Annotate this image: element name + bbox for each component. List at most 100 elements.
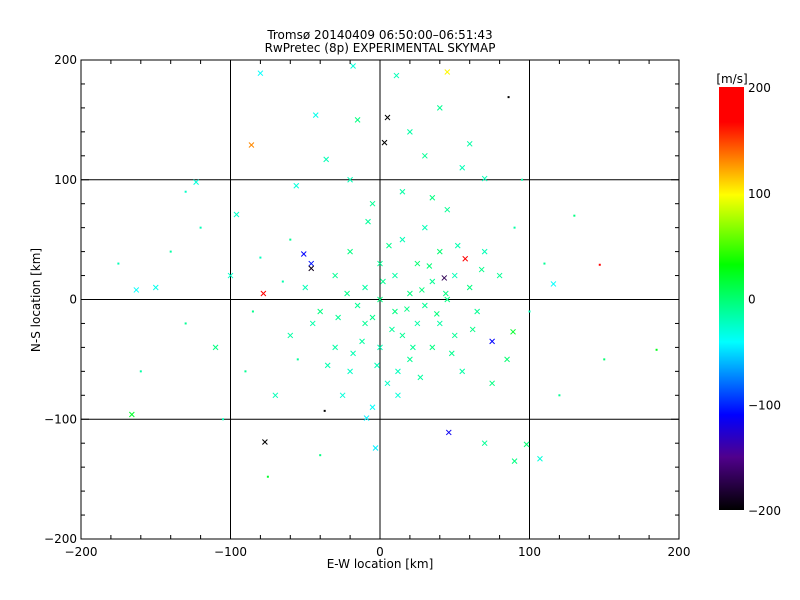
cross-stroke — [504, 356, 510, 363]
y-tick-label: 200 — [54, 53, 77, 67]
cross-stroke — [469, 326, 476, 333]
cross-stroke — [407, 356, 413, 363]
y-tick-label: 0 — [69, 293, 77, 307]
cross-stroke — [451, 332, 458, 339]
y-tick-label: −200 — [44, 532, 77, 546]
data-point-dot — [244, 370, 247, 373]
data-point-cross — [377, 344, 383, 351]
data-point-cross — [429, 278, 436, 285]
chart-subtitle: RwPretec (8p) EXPERIMENTAL SKYMAP — [265, 41, 496, 55]
data-point-dot — [573, 214, 576, 217]
x-axis-label: E-W location [km] — [327, 557, 434, 571]
data-point-dot — [558, 394, 561, 397]
data-point-dot — [184, 190, 187, 193]
cross-stroke — [332, 344, 339, 351]
data-point-cross — [429, 194, 436, 201]
data-point-cross — [260, 290, 267, 297]
data-point-cross — [407, 128, 413, 135]
cross-stroke — [317, 308, 324, 315]
cross-stroke — [227, 272, 234, 279]
data-point-cross — [421, 302, 428, 309]
cross-stroke — [459, 368, 466, 375]
data-point-dot — [323, 409, 326, 412]
data-point-cross — [233, 211, 240, 218]
data-point-cross — [287, 332, 294, 339]
y-tick-label: 100 — [54, 173, 77, 187]
data-point-cross — [448, 350, 455, 357]
data-point-cross — [365, 218, 371, 225]
data-point-cross — [359, 338, 365, 345]
x-tick-label: −200 — [65, 545, 98, 559]
cross-stroke — [386, 242, 392, 249]
colorbar — [719, 87, 744, 510]
cross-stroke — [350, 350, 356, 357]
data-point-dot — [598, 263, 601, 266]
data-point-cross — [417, 374, 424, 381]
data-point-cross — [362, 284, 368, 291]
cross-stroke — [272, 392, 279, 399]
cross-stroke — [421, 302, 428, 309]
data-point-dot — [507, 96, 510, 99]
data-point-dot — [222, 418, 225, 421]
cross-stroke — [523, 441, 530, 448]
data-point-cross — [444, 296, 451, 303]
data-point-cross — [347, 248, 353, 255]
data-point-cross — [350, 63, 356, 69]
data-point-cross — [407, 356, 413, 363]
data-point-cross — [384, 380, 391, 387]
cross-stroke — [474, 308, 481, 315]
data-point-cross — [386, 242, 392, 249]
y-axis-label: N-S location [km] — [29, 248, 43, 352]
cross-stroke — [399, 236, 406, 243]
data-point-cross — [426, 263, 433, 269]
data-point-dot — [169, 250, 172, 253]
cross-stroke — [442, 290, 449, 297]
data-point-dot — [296, 358, 299, 361]
data-point-cross — [444, 69, 451, 75]
data-point-dot — [603, 358, 606, 361]
cross-stroke — [354, 117, 361, 123]
cross-stroke — [436, 248, 443, 255]
data-point-cross — [523, 441, 530, 448]
data-point-cross — [474, 308, 481, 315]
cross-stroke — [421, 152, 428, 159]
data-point-dot — [513, 226, 516, 229]
cross-stroke — [448, 350, 455, 357]
cross-stroke — [462, 255, 469, 262]
data-point-cross — [354, 302, 361, 309]
cross-stroke — [414, 260, 421, 267]
data-point-cross — [433, 311, 440, 317]
data-point-cross — [227, 272, 234, 279]
cross-stroke — [399, 188, 406, 195]
data-point-cross — [152, 284, 159, 291]
data-point-cross — [339, 392, 346, 399]
cross-stroke — [309, 320, 316, 327]
data-point-cross — [451, 272, 458, 279]
cross-stroke — [377, 296, 383, 303]
cross-stroke — [133, 287, 140, 293]
data-point-cross — [399, 188, 406, 195]
cross-stroke — [441, 275, 448, 281]
cross-stroke — [354, 302, 361, 309]
data-point-cross — [257, 70, 264, 77]
cross-stroke — [193, 179, 199, 185]
cross-stroke — [433, 311, 440, 317]
data-point-cross — [392, 308, 398, 315]
cross-stroke — [374, 362, 380, 369]
cross-stroke — [381, 139, 388, 146]
y-tick-label: −100 — [44, 412, 77, 426]
data-point-dot — [139, 370, 142, 373]
cross-stroke — [395, 392, 401, 399]
cross-stroke — [407, 290, 413, 297]
data-point-cross — [372, 445, 379, 451]
cross-stroke — [417, 374, 424, 381]
data-point-cross — [350, 350, 356, 357]
data-point-cross — [414, 320, 421, 327]
data-point-cross — [410, 344, 416, 351]
cross-stroke — [365, 218, 371, 225]
data-point-cross — [389, 326, 395, 333]
cross-stroke — [323, 156, 330, 163]
data-point-cross — [347, 176, 353, 183]
cross-stroke — [426, 263, 433, 269]
cross-stroke — [481, 440, 488, 447]
